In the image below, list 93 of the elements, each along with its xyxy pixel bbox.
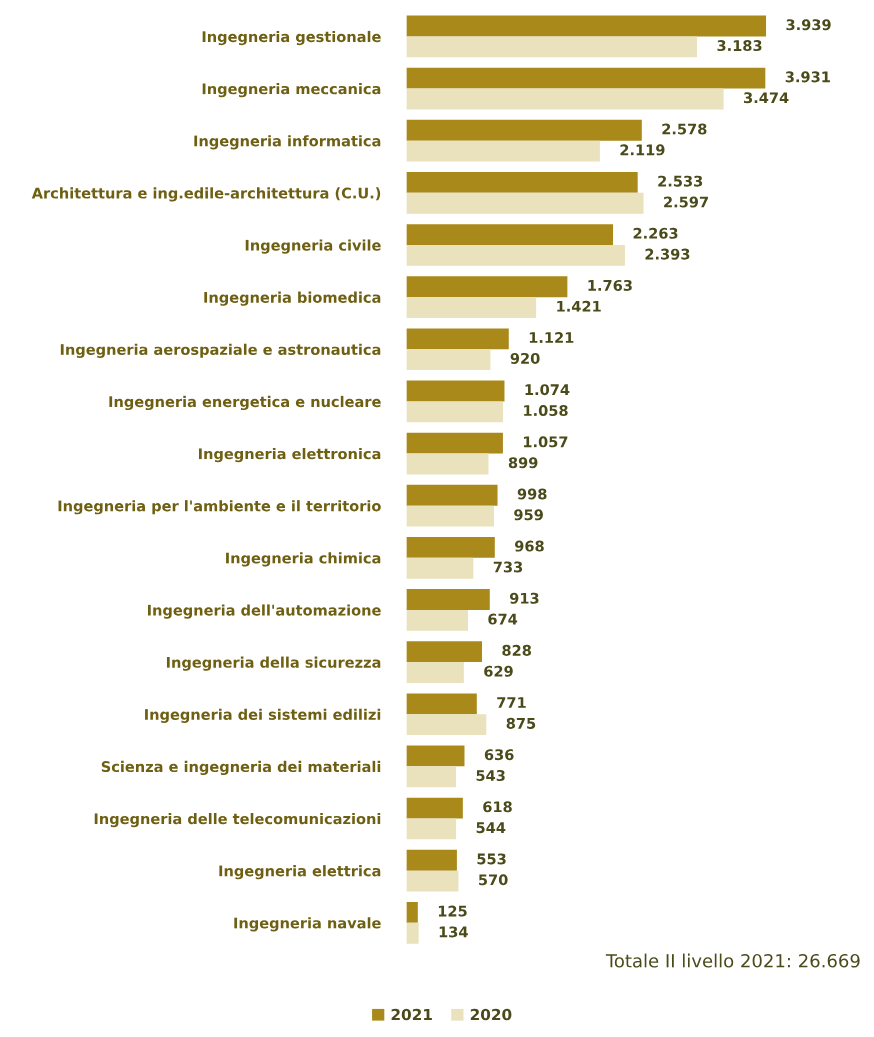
data-label: 998 — [517, 488, 547, 500]
y-tick-label: Ingegneria civile — [245, 239, 381, 254]
y-tick-label: Architettura e ing.edile-architettura (C.U.) — [31, 187, 381, 202]
data-label: 1.074 — [525, 384, 570, 396]
bar — [406, 15, 767, 37]
bar — [406, 901, 418, 923]
bar — [406, 797, 463, 819]
data-label: 1.058 — [524, 405, 568, 417]
data-label: 674 — [488, 613, 518, 625]
bar — [406, 119, 642, 141]
data-label: 544 — [476, 822, 506, 834]
y-tick-label: Scienza e ingegneria dei materiali — [101, 760, 381, 776]
data-label: 899 — [508, 457, 538, 469]
data-label: 959 — [514, 509, 543, 521]
data-label: 134 — [439, 926, 468, 938]
data-label: 2.119 — [620, 144, 665, 156]
bar — [406, 432, 503, 454]
bar — [406, 818, 457, 840]
data-label: 553 — [477, 853, 506, 865]
bar — [406, 609, 468, 631]
data-label: 875 — [506, 717, 536, 729]
bar — [406, 67, 766, 89]
data-label: 636 — [484, 749, 514, 761]
bar — [406, 849, 457, 871]
data-label: 1.763 — [588, 279, 632, 291]
bar — [406, 88, 724, 110]
bar — [406, 36, 698, 58]
y-tick-label: Ingegneria dell'automazione — [147, 604, 381, 619]
bar — [406, 244, 625, 266]
bar — [406, 484, 498, 506]
bar — [406, 557, 474, 579]
data-label: 733 — [493, 561, 523, 573]
data-label: 1.121 — [529, 332, 574, 343]
bar — [406, 349, 491, 371]
data-label: 3.474 — [744, 92, 789, 104]
data-label: 543 — [476, 770, 505, 782]
bar — [406, 766, 456, 788]
data-label: 2.263 — [633, 227, 678, 239]
bar — [406, 328, 509, 350]
bar — [406, 589, 490, 610]
legend-label: 2021 — [391, 1008, 432, 1021]
bar — [406, 745, 465, 767]
data-label: 828 — [502, 644, 531, 656]
y-tick-label: Ingegneria meccanica — [202, 83, 381, 98]
bar — [406, 140, 600, 162]
data-label: 3.931 — [785, 71, 830, 83]
data-label: 629 — [484, 665, 513, 677]
data-label: 2.578 — [662, 123, 707, 135]
data-label: 3.939 — [786, 19, 831, 31]
bar — [406, 297, 537, 318]
data-label: 2.533 — [658, 175, 703, 187]
y-tick-label: Ingegneria delle telecomunicazioni — [94, 812, 381, 828]
data-label: 1.421 — [557, 300, 601, 312]
data-label: 920 — [510, 352, 540, 364]
bar — [406, 870, 459, 892]
bar — [406, 401, 504, 423]
y-tick-label: Ingegneria navale — [234, 917, 381, 932]
bar — [406, 172, 638, 193]
bar — [406, 662, 464, 683]
bar — [406, 453, 489, 475]
y-tick-label: Ingegneria informatica — [194, 135, 381, 150]
bar — [406, 192, 644, 214]
bar — [406, 641, 483, 663]
y-tick-label: Ingegneria gestionale — [202, 30, 381, 46]
y-tick-label: Ingegneria chimica — [226, 552, 381, 567]
data-label: 2.393 — [645, 248, 690, 260]
data-label: 1.057 — [524, 436, 568, 448]
data-label: 618 — [483, 801, 512, 813]
data-label: 570 — [479, 874, 508, 886]
y-tick-label: Ingegneria elettronica — [198, 448, 381, 463]
bar — [406, 922, 419, 944]
y-tick-label: Ingegneria della sicurezza — [166, 656, 381, 671]
data-label: 968 — [514, 540, 544, 552]
data-label: 125 — [438, 905, 467, 917]
bar — [406, 536, 495, 558]
bar — [406, 276, 568, 298]
y-tick-label: Ingegneria per l'ambiente e il territorio — [58, 500, 381, 515]
bar — [406, 714, 487, 736]
data-label: 771 — [497, 697, 526, 708]
data-label: 913 — [509, 592, 539, 604]
text: Totale II livello 2021: 26.669 — [605, 953, 860, 968]
legend-label: 2020 — [470, 1008, 512, 1021]
bar — [406, 380, 505, 402]
y-tick-label: Ingegneria elettrica — [219, 865, 381, 880]
bar — [406, 505, 494, 527]
bar — [406, 224, 614, 245]
y-tick-label: Ingegneria energetica e nucleare — [109, 395, 381, 411]
data-label: 2.597 — [664, 196, 708, 208]
y-tick-label: Ingegneria aerospaziale e astronautica — [60, 343, 381, 358]
data-label: 3.183 — [717, 40, 762, 52]
y-tick-label: Ingegneria dei sistemi edilizi — [145, 708, 381, 723]
bar — [406, 693, 477, 715]
y-tick-label: Ingegneria biomedica — [204, 291, 381, 306]
